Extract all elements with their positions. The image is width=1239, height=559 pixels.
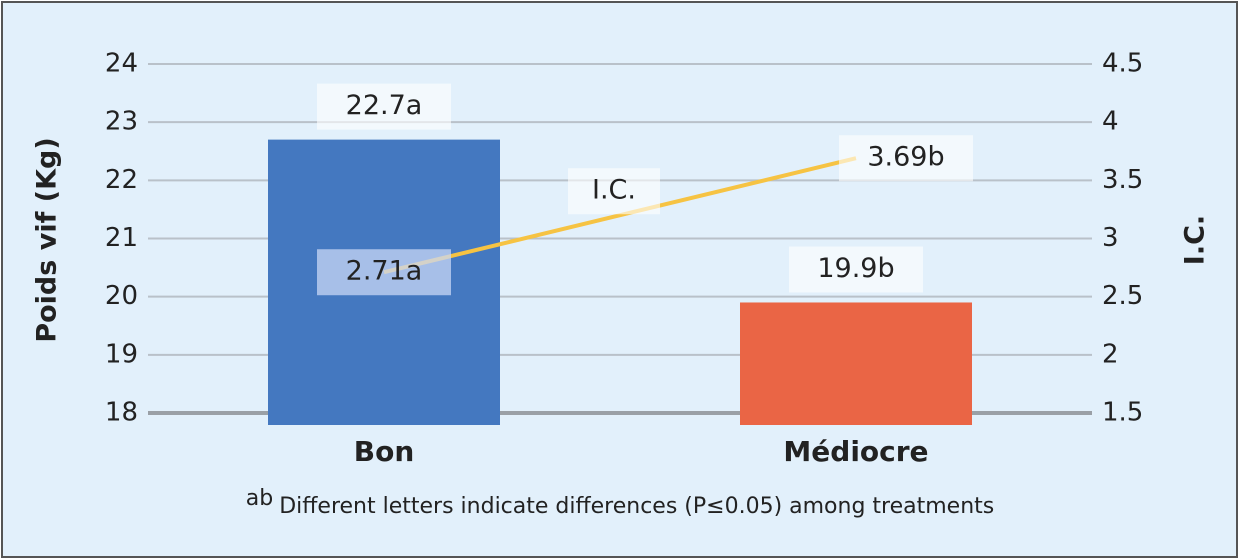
value-label: 19.9b [817,253,894,284]
value-label-box [317,249,451,296]
line [383,156,857,275]
y2-tick-label: 4 [1102,107,1119,137]
series-label-box [568,168,660,215]
y2-tick-label: 3.5 [1102,165,1143,195]
value-label: 3.69b [867,142,944,173]
value-label: 22.7a [346,90,423,121]
y2-tick-label: 1.5 [1102,398,1143,428]
y-tick-label: 24 [105,49,138,79]
y-tick-label: 18 [105,398,138,428]
y2-tick-label: 2 [1102,339,1119,369]
footnote-text: Different letters indicate differences (… [279,494,994,519]
y-tick-label: 20 [105,281,138,311]
footnote: ab Different letters indicate differences… [246,486,995,519]
value-label-box [789,246,923,293]
value-label-box [839,135,973,182]
x-tick-label: Bon [354,435,415,468]
y2-tick-label: 2.5 [1102,281,1143,311]
footnote-superscript: ab [246,486,273,511]
y2-tick-label: 4.5 [1102,49,1143,79]
value-label-box [317,83,451,130]
y-tick-label: 21 [105,223,138,253]
bar [740,302,972,425]
y2-axis-label: I.C. [1180,215,1211,265]
y-axis-label: Poids vif (Kg) [32,137,63,342]
y2-tick-label: 3 [1102,223,1119,253]
y-tick-label: 23 [105,107,138,137]
series-label: I.C. [592,175,636,206]
x-tick-label: Médiocre [783,435,928,468]
y-tick-label: 22 [105,165,138,195]
value-label: 2.71a [346,256,423,287]
y-tick-label: 19 [105,339,138,369]
